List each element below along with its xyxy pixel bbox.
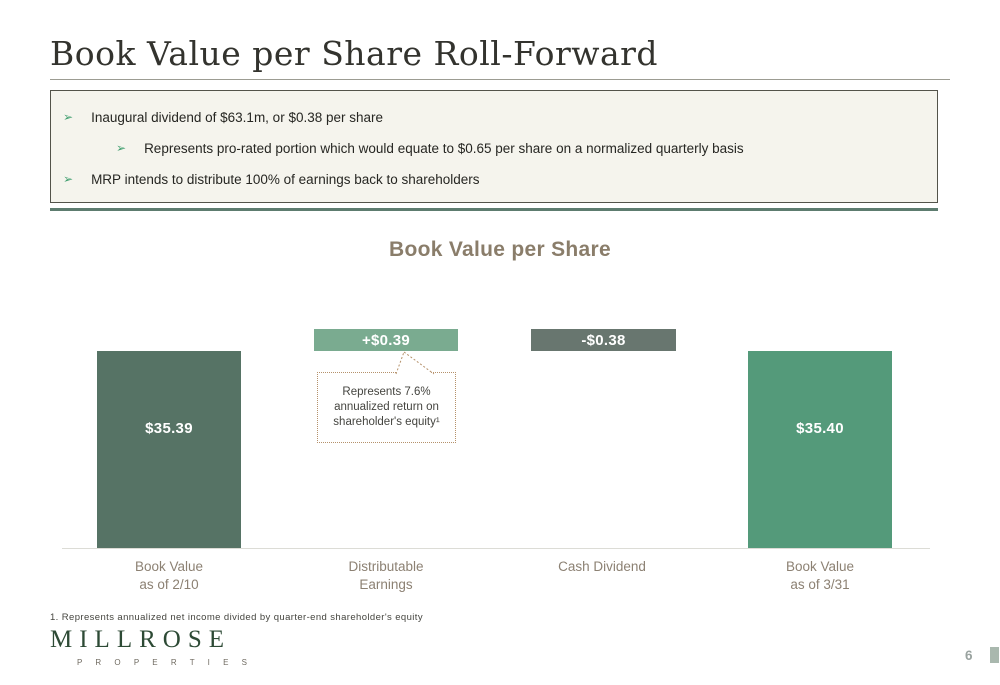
annotation-callout: Represents 7.6% annualized return on sha…	[317, 372, 456, 443]
page-title: Book Value per Share Roll-Forward	[50, 34, 659, 73]
bullet-text: Inaugural dividend of $63.1m, or $0.38 p…	[91, 110, 384, 125]
bar-data-label: $35.39	[145, 420, 193, 437]
section-divider	[50, 208, 938, 211]
bar-data-label: $35.40	[796, 420, 844, 437]
slide-edge-marker	[990, 647, 999, 663]
bullet-item: ➢ MRP intends to distribute 100% of earn…	[51, 172, 480, 187]
highlights-box: ➢ Inaugural dividend of $63.1m, or $0.38…	[50, 90, 938, 203]
arrow-bullet-icon: ➢	[63, 172, 74, 186]
axis-label-line: Distributable	[348, 559, 424, 574]
bullet-item: ➢ Inaugural dividend of $63.1m, or $0.38…	[51, 110, 383, 125]
axis-label-line: Book Value	[134, 559, 204, 574]
bar-data-label: -$0.38	[581, 331, 626, 349]
axis-label-line: as of 3/31	[790, 576, 850, 592]
bar-data-label: +$0.39	[361, 331, 411, 349]
axis-label-cash-dividend: Cash Dividend	[512, 558, 692, 576]
chart-title: Book Value per Share	[389, 238, 611, 261]
footnote: 1. Represents annualized net income divi…	[50, 612, 423, 623]
callout-tail	[395, 351, 435, 375]
x-axis-line	[62, 548, 930, 549]
axis-label-line: Earnings	[359, 576, 413, 592]
bar-book-value-start: $35.39	[97, 351, 241, 548]
arrow-bullet-icon: ➢	[63, 110, 74, 124]
bullet-sub-item: ➢ Represents pro-rated portion which wou…	[51, 141, 744, 156]
bar-distributable-earnings: +$0.39	[314, 329, 458, 351]
bullet-text: Represents pro-rated portion which would…	[144, 141, 744, 156]
axis-label-line: Cash Dividend	[558, 559, 646, 574]
axis-label-distributable-earnings: Distributable Earnings	[296, 558, 476, 594]
axis-label-line: as of 2/10	[139, 576, 199, 592]
title-divider	[50, 79, 950, 80]
bar-book-value-end: $35.40	[748, 351, 892, 548]
axis-label-book-value-end: Book Value as of 3/31	[730, 558, 910, 594]
millrose-logo-subtitle: P R O P E R T I E S	[77, 658, 253, 667]
bar-cash-dividend: -$0.38	[531, 329, 676, 351]
axis-label-line: Book Value	[785, 559, 855, 574]
bullet-text: MRP intends to distribute 100% of earnin…	[91, 172, 480, 187]
arrow-bullet-icon: ➢	[116, 141, 127, 155]
millrose-logo: MILLROSE	[50, 626, 231, 653]
axis-label-book-value-start: Book Value as of 2/10	[79, 558, 259, 594]
page-number: 6	[965, 648, 973, 663]
